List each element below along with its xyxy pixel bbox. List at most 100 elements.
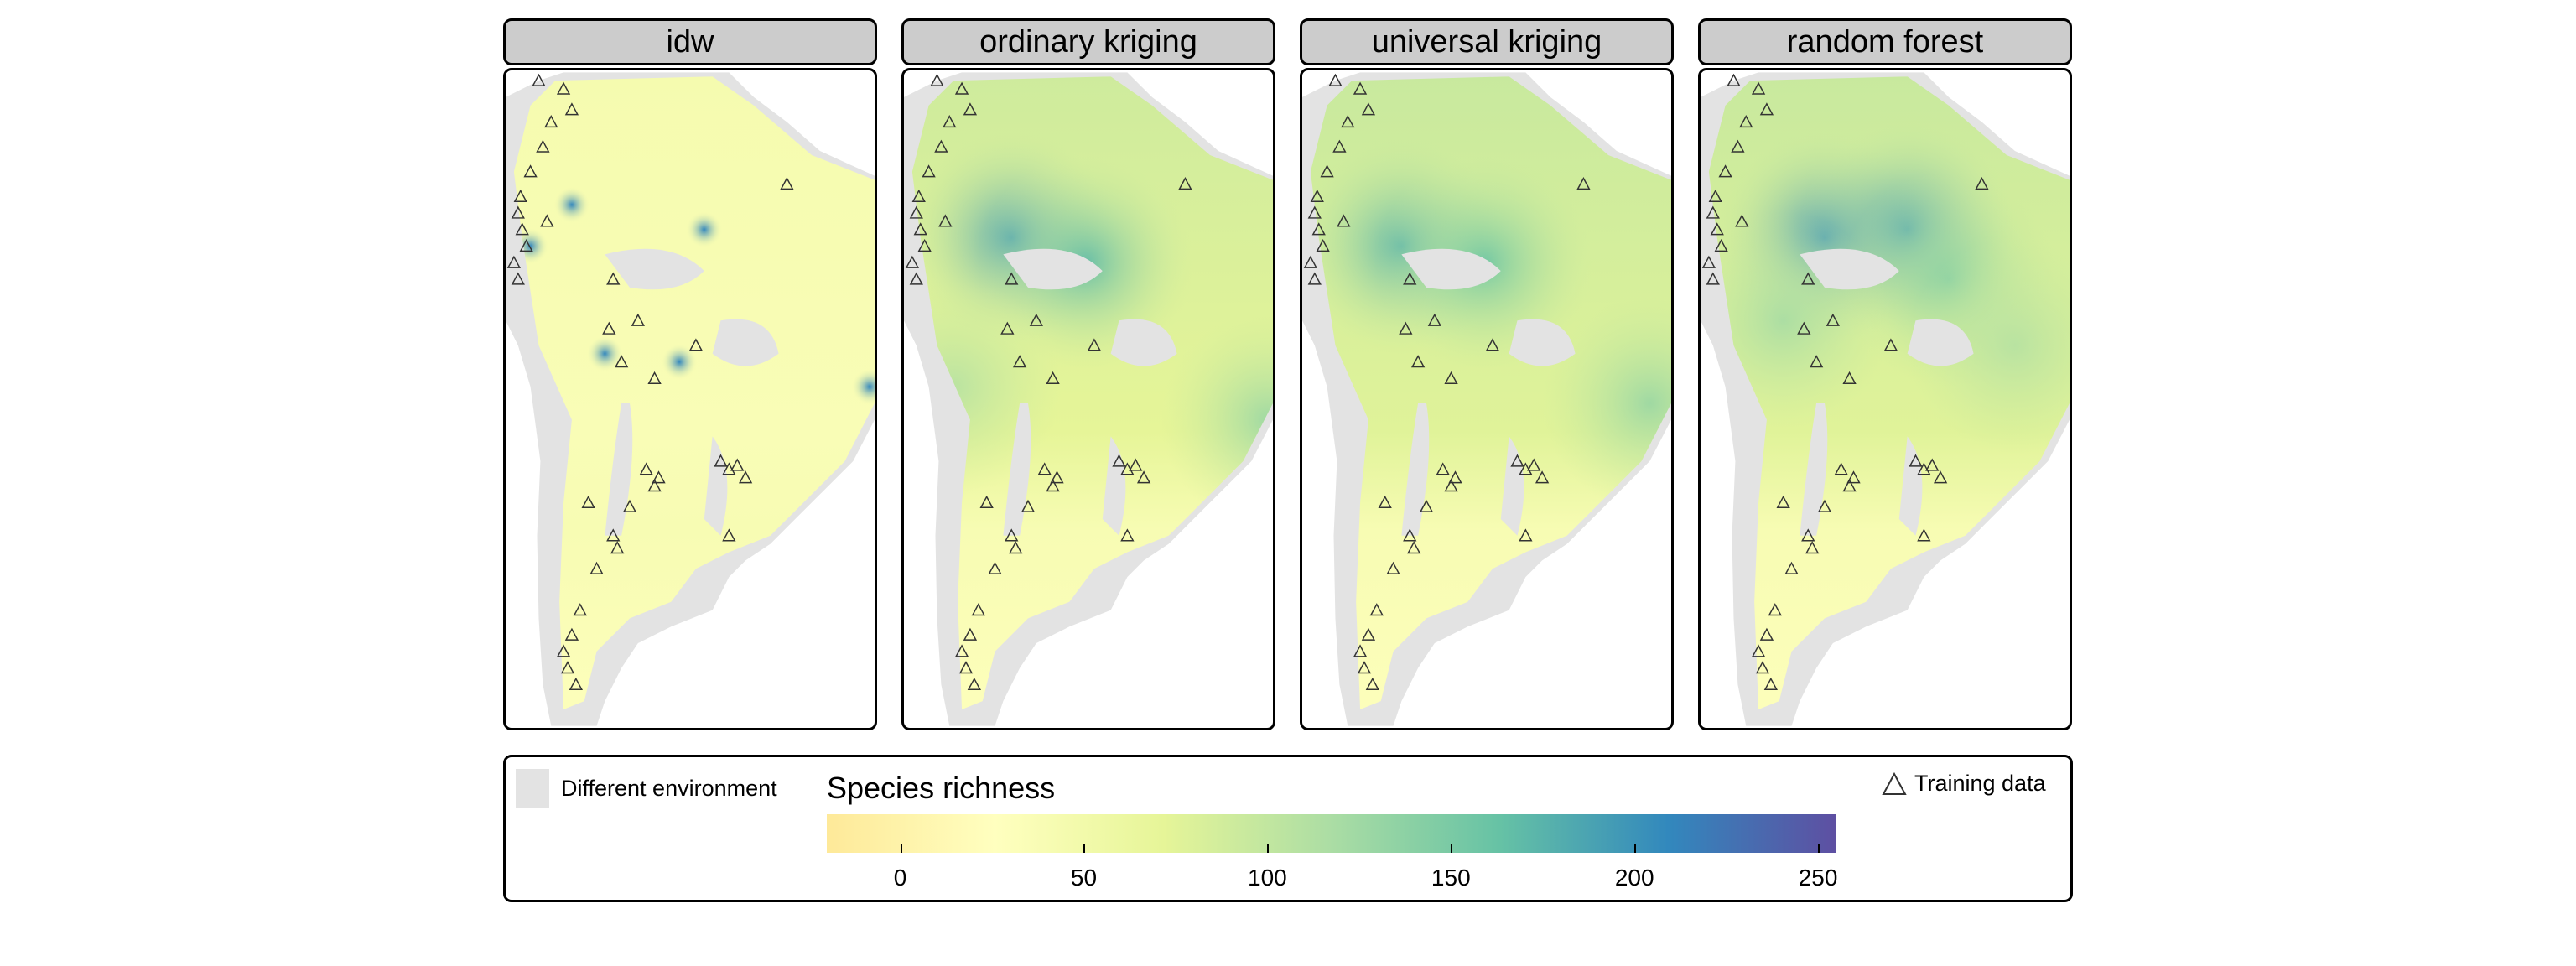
training-point [930,73,944,86]
training-point [971,603,985,616]
training-point [958,661,974,674]
colorbar-tick [1818,844,1820,853]
map-ordinary-kriging [901,68,1275,730]
training-point [532,73,546,86]
training-point [631,313,645,326]
training-point [1801,528,1815,542]
training-point [1365,677,1380,691]
training-point [1136,470,1151,484]
colorbar-tick-label: 50 [1070,865,1098,891]
training-point [519,239,533,252]
training-point [1527,458,1541,471]
training-point [938,214,953,227]
training-point [544,115,558,128]
training-point [560,661,575,674]
legend: Different environment Species richness 0… [503,755,2073,902]
colorbar-tick [900,844,902,853]
training-data-label: Training data [1914,771,2046,796]
training-point [1307,272,1322,285]
training-point [1009,541,1023,554]
training-point [1129,458,1143,471]
training-point [1178,177,1192,190]
different-environment-patch [1401,248,1501,290]
training-point [730,458,745,471]
training-point [569,677,584,691]
training-point [1444,479,1458,492]
training-point [1112,454,1126,467]
training-point [1751,81,1766,95]
training-point [1000,321,1015,335]
different-environment-patch [1003,402,1031,536]
prediction-hotspot [851,368,875,405]
training-point [1759,102,1774,116]
training-point [1427,313,1441,326]
training-point [722,528,736,542]
training-point [1755,661,1770,674]
training-point [909,205,923,219]
training-point [1050,470,1064,484]
training-point [1448,470,1462,484]
training-point [606,528,621,542]
different-environment-patch [605,248,704,290]
training-point [1846,470,1861,484]
training-point [917,239,932,252]
training-point [963,102,978,116]
training-point [1407,541,1421,554]
panel-ordinary-kriging: ordinary kriging [901,18,1275,730]
different-environment-patch [1401,402,1430,536]
colorbar-tick-label: 250 [1798,865,1838,891]
training-point [536,139,550,153]
training-point [1361,627,1376,641]
panel-universal-kriging: universal kriging [1300,18,1674,730]
training-point [610,541,625,554]
training-point [1706,272,1720,285]
training-point [1809,355,1824,368]
training-point [780,177,794,190]
training-point [1706,205,1720,219]
prediction-hotspot [553,186,590,223]
different-environment-label: Different environment [561,776,777,801]
map-universal-kriging [1300,68,1674,730]
training-point [1714,239,1728,252]
map-random-forest [1698,68,2072,730]
training-point [1029,313,1043,326]
different-environment-patch [605,402,633,536]
training-point [963,627,978,641]
training-point [1909,454,1923,467]
training-point [1087,338,1102,351]
training-point [1353,644,1368,657]
training-point [1436,462,1450,475]
training-point [511,272,525,285]
training-point [934,139,948,153]
training-point [1419,499,1434,512]
training-point [913,222,927,236]
training-point [1046,371,1060,384]
colorbar [827,814,1836,853]
training-point [1933,470,1948,484]
training-point [1316,239,1330,252]
training-point [1485,338,1500,351]
different-environment-patch [1898,436,1923,536]
panel-title: random forest [1698,18,2072,65]
training-point [1369,603,1384,616]
training-point [922,164,936,178]
different-environment-patch [1907,319,1974,366]
training-point [556,644,571,657]
different-environment-patch [1500,436,1524,536]
colorbar-tick-label: 150 [1431,865,1471,891]
training-point [1535,470,1550,484]
training-point [556,81,571,95]
training-point [647,479,662,492]
different-environment-patch [1800,402,1828,536]
training-point [1718,164,1732,178]
training-point [1005,272,1019,285]
training-point [513,189,527,202]
training-point [1917,528,1931,542]
colorbar-tick [1634,844,1637,853]
training-point [1320,164,1334,178]
panel-idw: idw [503,18,877,730]
training-point [1328,73,1343,86]
training-point [652,470,666,484]
different-environment-patch [1509,319,1576,366]
training-point [1708,189,1722,202]
